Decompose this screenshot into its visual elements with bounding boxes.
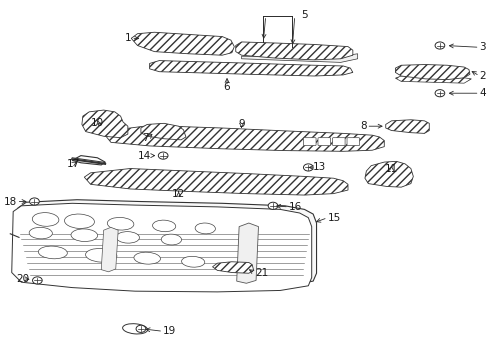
Ellipse shape — [134, 252, 160, 264]
Ellipse shape — [122, 324, 147, 334]
Polygon shape — [236, 223, 258, 283]
Text: 15: 15 — [327, 213, 340, 222]
Ellipse shape — [71, 229, 98, 242]
Ellipse shape — [64, 214, 94, 229]
Polygon shape — [395, 64, 469, 80]
FancyBboxPatch shape — [332, 138, 345, 145]
Circle shape — [33, 277, 42, 284]
Text: 2: 2 — [479, 71, 485, 81]
Polygon shape — [105, 126, 384, 151]
Ellipse shape — [161, 234, 181, 245]
Ellipse shape — [85, 248, 117, 262]
Polygon shape — [241, 54, 357, 62]
Ellipse shape — [29, 227, 52, 239]
Text: 9: 9 — [238, 120, 244, 129]
Polygon shape — [84, 168, 347, 195]
Polygon shape — [141, 123, 185, 140]
Text: 6: 6 — [224, 82, 230, 92]
Ellipse shape — [181, 256, 204, 267]
Text: 16: 16 — [288, 202, 302, 212]
Polygon shape — [81, 110, 127, 138]
Ellipse shape — [152, 220, 175, 232]
Ellipse shape — [195, 223, 215, 234]
Circle shape — [136, 325, 145, 332]
Text: 14: 14 — [137, 150, 150, 161]
Polygon shape — [364, 161, 412, 187]
Text: 1: 1 — [124, 33, 131, 43]
FancyBboxPatch shape — [346, 138, 359, 145]
Polygon shape — [131, 32, 234, 55]
Text: 13: 13 — [312, 162, 325, 172]
Text: 8: 8 — [359, 121, 366, 131]
Circle shape — [267, 202, 277, 210]
FancyBboxPatch shape — [303, 138, 315, 145]
Circle shape — [303, 164, 312, 171]
Ellipse shape — [116, 231, 139, 243]
Polygon shape — [235, 42, 352, 60]
Text: 19: 19 — [163, 326, 176, 336]
Circle shape — [434, 90, 444, 97]
Text: 10: 10 — [91, 118, 104, 128]
Polygon shape — [212, 262, 253, 273]
Ellipse shape — [38, 246, 67, 259]
Text: 20: 20 — [16, 274, 29, 284]
Text: 5: 5 — [301, 10, 307, 20]
Text: 18: 18 — [3, 197, 17, 207]
Polygon shape — [395, 76, 470, 83]
Text: 3: 3 — [479, 42, 485, 52]
Text: 21: 21 — [255, 268, 268, 278]
Text: 4: 4 — [479, 88, 485, 98]
Text: 17: 17 — [66, 159, 80, 169]
FancyBboxPatch shape — [317, 138, 330, 145]
Ellipse shape — [32, 213, 59, 226]
Text: 12: 12 — [172, 189, 185, 199]
Circle shape — [158, 152, 168, 159]
Polygon shape — [385, 120, 428, 134]
Text: 11: 11 — [384, 164, 397, 174]
Polygon shape — [72, 156, 105, 165]
Polygon shape — [12, 203, 311, 292]
Polygon shape — [101, 227, 118, 272]
Polygon shape — [149, 60, 352, 76]
Circle shape — [434, 42, 444, 49]
Circle shape — [30, 198, 39, 205]
Text: 7: 7 — [142, 133, 148, 143]
Polygon shape — [17, 200, 316, 287]
Ellipse shape — [107, 217, 134, 230]
